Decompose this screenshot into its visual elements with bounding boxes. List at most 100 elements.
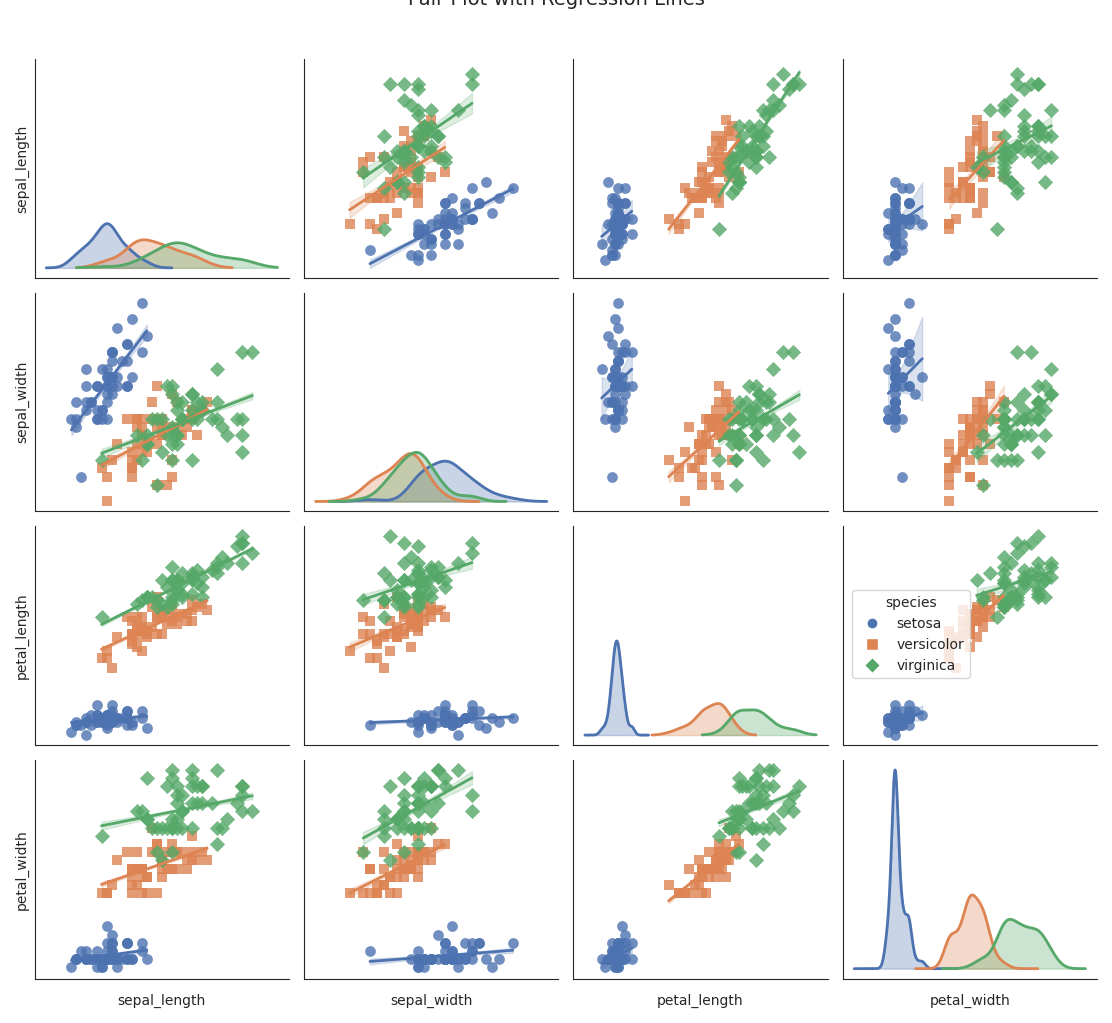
Point <box>613 951 631 968</box>
Point <box>395 572 413 588</box>
Point <box>961 622 979 638</box>
Point <box>102 369 120 386</box>
Point <box>711 143 728 160</box>
Point <box>954 410 972 427</box>
Point <box>757 410 775 427</box>
Point <box>163 595 181 612</box>
Point <box>599 174 617 190</box>
Point <box>1015 410 1033 427</box>
Point <box>689 206 707 222</box>
Point <box>721 153 738 170</box>
Point <box>751 118 768 134</box>
Point <box>724 184 742 201</box>
Point <box>784 345 802 361</box>
Point <box>613 402 631 418</box>
Point <box>436 707 454 723</box>
Point <box>78 377 96 394</box>
Point <box>609 935 627 951</box>
Point <box>138 869 156 885</box>
Point <box>886 713 904 729</box>
Point <box>98 361 116 377</box>
Point <box>143 598 161 615</box>
Point <box>606 236 624 253</box>
Point <box>754 410 772 427</box>
Point <box>609 960 627 976</box>
Point <box>188 852 206 869</box>
Point <box>361 613 379 629</box>
Point <box>153 410 171 427</box>
Point <box>596 410 614 427</box>
Point <box>974 195 992 212</box>
Point <box>886 221 904 237</box>
Point <box>737 143 755 160</box>
Point <box>188 795 206 811</box>
Point <box>744 123 762 139</box>
Point <box>893 241 911 258</box>
Point <box>886 226 904 242</box>
Point <box>886 697 904 713</box>
Point <box>375 190 393 207</box>
Point <box>158 779 176 795</box>
Point <box>218 811 236 828</box>
Point <box>173 410 191 427</box>
Point <box>188 394 206 410</box>
Point <box>484 710 502 726</box>
Point <box>754 452 772 469</box>
Point <box>941 469 959 485</box>
Point <box>609 206 627 222</box>
Point <box>409 606 427 622</box>
Point <box>112 353 130 369</box>
Point <box>395 179 413 195</box>
Point <box>941 626 959 642</box>
Point <box>92 410 110 427</box>
Point <box>484 960 502 976</box>
Point <box>623 377 641 394</box>
Point <box>771 418 788 435</box>
Point <box>148 609 166 625</box>
Point <box>731 394 748 410</box>
Point <box>900 295 917 311</box>
Point <box>967 444 985 460</box>
Point <box>158 477 176 493</box>
Point <box>436 148 454 165</box>
Point <box>995 452 1013 469</box>
Point <box>593 361 610 377</box>
Point <box>193 402 211 418</box>
Point <box>747 444 765 460</box>
Point <box>423 598 440 615</box>
Point <box>900 336 917 352</box>
Point <box>603 247 620 263</box>
Point <box>603 231 620 248</box>
Point <box>148 626 166 642</box>
Point <box>886 216 904 232</box>
Point <box>128 622 146 638</box>
Point <box>669 460 687 477</box>
Point <box>995 565 1013 581</box>
Point <box>1029 394 1046 410</box>
Point <box>128 609 146 625</box>
Point <box>711 828 728 844</box>
Point <box>228 795 246 811</box>
Point <box>954 619 972 635</box>
Point <box>449 216 467 232</box>
Point <box>941 650 959 666</box>
Point <box>954 603 972 619</box>
Point <box>183 402 201 418</box>
Point <box>606 410 624 427</box>
Point <box>731 811 748 828</box>
Point <box>449 713 467 729</box>
Point <box>128 619 146 635</box>
Point <box>741 377 758 394</box>
Point <box>741 153 758 170</box>
Point <box>234 427 251 443</box>
Point <box>609 377 627 394</box>
Point <box>128 410 146 427</box>
Point <box>234 555 251 572</box>
Point <box>429 713 447 729</box>
Point <box>1029 394 1046 410</box>
Point <box>132 860 150 877</box>
Point <box>731 436 748 452</box>
Point <box>974 609 992 625</box>
Point <box>606 226 624 242</box>
Point <box>423 713 440 729</box>
